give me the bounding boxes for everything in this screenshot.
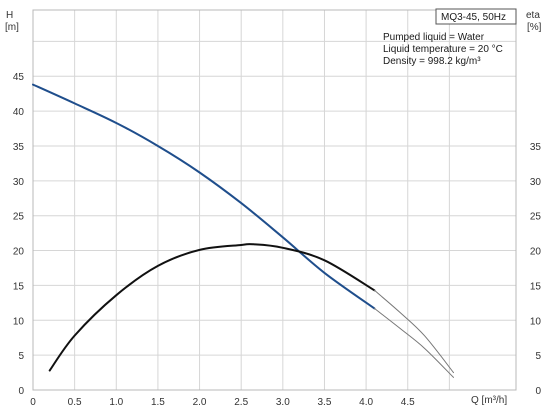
y-left-tick-label: 15 (13, 281, 25, 292)
efficiency-curve (48, 243, 376, 372)
x-tick-label: 1.5 (151, 397, 165, 407)
y-left-tick-label: 40 (13, 107, 25, 118)
x-axis-label: Q [m³/h] (471, 395, 507, 406)
info-pumped-liquid: Pumped liquid = Water (383, 32, 485, 43)
y-left-tick-label: 30 (13, 177, 25, 188)
x-tick-label: 0.5 (68, 397, 82, 407)
x-tick-label: 3.5 (318, 397, 332, 407)
head-curve-extension (373, 307, 454, 378)
model-label-box (435, 8, 517, 25)
x-tick-label: 0 (30, 397, 36, 407)
y-right-tick-label: 10 (530, 316, 542, 327)
y-right-tick-label: 30 (530, 177, 542, 188)
y-left-tick-label: 45 (13, 72, 25, 83)
y-right-tick-label: 0 (535, 386, 541, 397)
efficiency-curve-extension (373, 289, 454, 374)
y-right-tick-label: 35 (530, 142, 542, 153)
y-left-tick-label: 0 (18, 386, 24, 397)
info-liquid-temperature: Liquid temperature = 20 °C (383, 44, 503, 55)
x-tick-label: 3.0 (276, 397, 290, 407)
x-tick-label: 4.0 (359, 397, 373, 407)
x-tick-label: 2.0 (193, 397, 207, 407)
tick-labels: 0 0.5 1.0 1.5 2.0 2.5 3.0 3.5 4.0 4.5 0 5 10 15 20 25 30… (13, 72, 542, 407)
y-right-tick-label: 25 (530, 212, 542, 223)
y-right-tick-label: 15 (530, 281, 542, 292)
y-right-unit: [%] (527, 22, 542, 33)
series-layer (32, 83, 454, 378)
y-left-unit: [m] (5, 22, 19, 33)
y-left-tick-label: 35 (13, 142, 25, 153)
info-density: Density = 998.2 kg/m³ (383, 56, 481, 67)
y-left-tick-label: 25 (13, 212, 25, 223)
y-left-tick-label: 20 (13, 247, 25, 258)
plot-frame (32, 9, 517, 391)
y-left-tick-label: 10 (13, 316, 25, 327)
model-label: MQ3-45, 50Hz (441, 12, 506, 23)
y-right-label: eta (526, 10, 540, 21)
x-tick-label: 4.5 (401, 397, 415, 407)
x-tick-label: 2.5 (234, 397, 248, 407)
y-left-label: H (6, 10, 13, 21)
x-tick-label: 1.0 (109, 397, 123, 407)
y-right-tick-label: 5 (535, 351, 541, 362)
y-right-tick-label: 20 (530, 247, 542, 258)
grid (32, 10, 516, 391)
y-left-tick-label: 5 (18, 351, 24, 362)
head-curve (32, 83, 376, 310)
